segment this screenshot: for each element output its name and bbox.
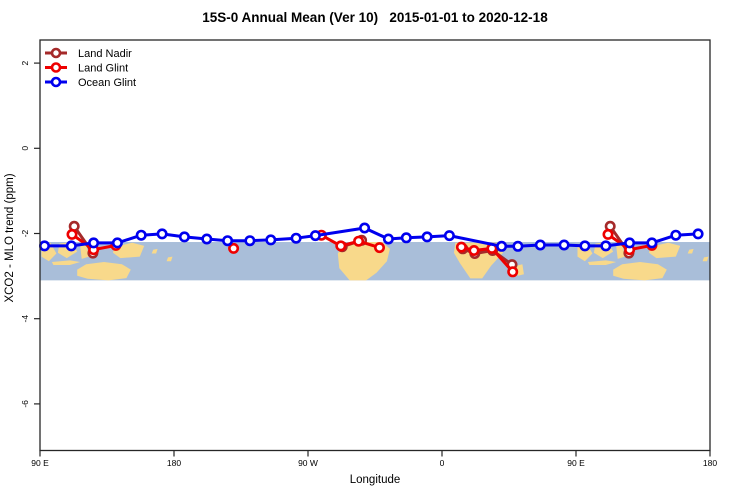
axes-layer: 90 E 180 90 W 0 90 E 180 2 0 -2 -4 -6 xyxy=(20,60,717,468)
legend-point-icon xyxy=(50,47,62,59)
data-point-land-glint xyxy=(373,242,385,254)
series-line-land-glint xyxy=(459,245,515,274)
land-patch-java xyxy=(51,260,81,265)
legend-point-icon xyxy=(50,76,62,88)
x-axis-label: Longitude xyxy=(350,474,401,486)
data-point-ocean-glint xyxy=(624,237,636,249)
data-point-ocean-glint xyxy=(156,228,168,240)
data-point-ocean-glint xyxy=(400,232,412,244)
data-point-ocean-glint xyxy=(65,240,77,252)
land-patch-java-2 xyxy=(587,260,617,265)
land-patch-sulawesi-2 xyxy=(616,245,626,259)
y-tick-label: -2 xyxy=(20,229,30,237)
data-point-ocean-glint xyxy=(692,228,704,240)
land-patch-madagascar xyxy=(516,264,524,276)
x-tick-label: 90 E xyxy=(567,458,585,468)
data-point-ocean-glint xyxy=(244,235,256,247)
y-axis-label: XCO2 - MLO trend (ppm) xyxy=(4,173,16,302)
x-tick-label: 0 xyxy=(440,458,445,468)
x-tick-label: 90 W xyxy=(298,458,318,468)
data-point-land-glint xyxy=(353,235,365,247)
land-patch-pacific-island-1 xyxy=(151,248,158,254)
legend-entry-land-nadir: Land Nadir xyxy=(45,47,132,60)
data-point-ocean-glint xyxy=(309,230,321,242)
data-point-ocean-glint xyxy=(600,240,612,252)
land-patch-pacific-island-2 xyxy=(166,256,173,262)
legend-entry-land-glint: Land Glint xyxy=(45,62,128,74)
land-patch-sulawesi xyxy=(80,245,90,259)
data-point-land-glint xyxy=(468,245,480,257)
data-point-ocean-glint xyxy=(290,232,302,244)
chart-title: 15S-0 Annual Mean (Ver 10) 2015-01-01 to… xyxy=(202,10,548,25)
data-point-ocean-glint xyxy=(646,237,658,249)
data-point-ocean-glint xyxy=(670,229,682,241)
data-point-ocean-glint xyxy=(111,237,123,249)
legend-entry-ocean-glint: Ocean Glint xyxy=(45,76,136,89)
data-point-ocean-glint xyxy=(88,237,100,249)
data-point-ocean-glint xyxy=(579,240,591,252)
data-point-ocean-glint xyxy=(558,239,570,251)
x-tick-label: 180 xyxy=(703,458,717,468)
land-patch-australia xyxy=(77,262,131,281)
x-tick-label: 180 xyxy=(167,458,181,468)
series-line-ocean-glint xyxy=(43,226,700,248)
series-layer xyxy=(38,220,704,278)
legend-label: Ocean Glint xyxy=(78,77,136,89)
data-point-ocean-glint xyxy=(135,229,147,241)
data-point-ocean-glint xyxy=(178,231,190,243)
land-patch-pacific-island-3 xyxy=(687,248,694,254)
data-point-ocean-glint xyxy=(359,222,371,234)
data-point-ocean-glint xyxy=(421,231,433,243)
y-tick-label: -4 xyxy=(20,315,30,323)
plot-frame xyxy=(39,39,711,452)
data-point-ocean-glint xyxy=(382,233,394,245)
data-point-land-glint xyxy=(507,266,519,278)
data-point-ocean-glint xyxy=(38,240,50,252)
data-point-ocean-glint xyxy=(201,233,213,245)
y-tick-label: 0 xyxy=(20,146,30,151)
data-point-land-glint xyxy=(66,228,78,240)
data-point-land-glint xyxy=(602,228,614,240)
legend-label: Land Nadir xyxy=(78,48,132,60)
legend-point-icon xyxy=(50,62,62,73)
legend: Land Nadir Land Glint Ocean Glint xyxy=(45,47,136,89)
y-tick-label: 2 xyxy=(20,60,30,65)
land-patch-australia-2 xyxy=(613,262,667,281)
data-point-ocean-glint xyxy=(512,240,524,252)
data-point-ocean-glint xyxy=(496,240,508,252)
data-point-ocean-glint xyxy=(222,235,234,247)
y-tick-label: -6 xyxy=(20,400,30,408)
legend-label: Land Glint xyxy=(78,62,128,74)
series-line-land-glint xyxy=(319,233,381,250)
data-point-land-glint xyxy=(455,241,467,253)
data-point-ocean-glint xyxy=(265,234,277,246)
data-point-land-glint xyxy=(228,242,240,254)
data-point-ocean-glint xyxy=(443,230,455,242)
x-tick-label: 90 E xyxy=(31,458,49,468)
series-ocean-glint xyxy=(38,222,704,252)
land-patch-pacific-island-4 xyxy=(702,256,709,262)
data-point-land-glint xyxy=(335,240,347,252)
data-point-ocean-glint xyxy=(534,239,546,251)
